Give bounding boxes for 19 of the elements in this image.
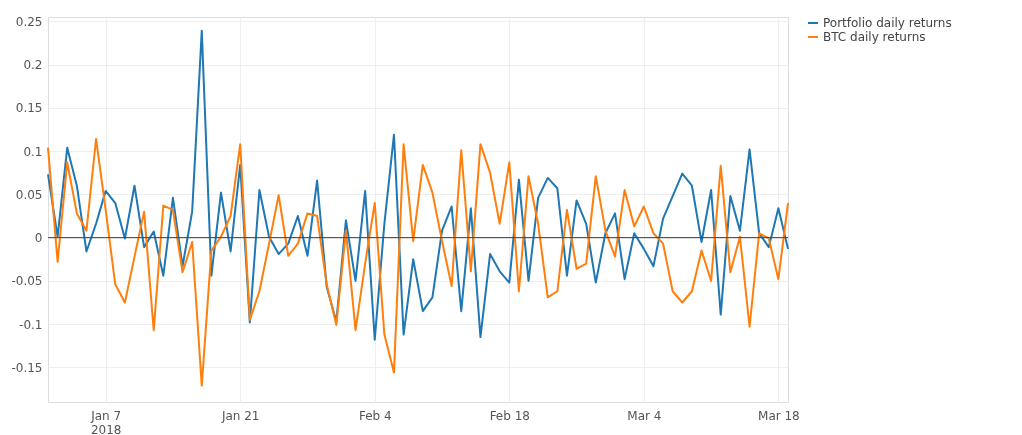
legend-label: BTC daily returns — [823, 30, 926, 44]
x-tick-label: Jan 21 — [220, 408, 260, 423]
line-series — [47, 29, 789, 341]
legend-label: Portfolio daily returns — [823, 16, 952, 30]
x-tick-label: Feb 18 — [489, 408, 530, 423]
y-tick-label: 0.2 — [23, 58, 43, 73]
y-tick-label: 0.25 — [15, 14, 43, 29]
y-tick-label: -0.05 — [11, 274, 43, 289]
y-tick-label: 0.1 — [23, 144, 43, 159]
x-tick-label: Mar 4 — [627, 408, 662, 423]
y-tick-label: 0 — [34, 231, 43, 246]
line-series — [47, 137, 789, 387]
y-tick-label: -0.15 — [11, 360, 43, 375]
y-tick-label: 0.05 — [15, 187, 43, 202]
x-tick-label: Jan 7 2018 — [90, 408, 122, 435]
x-tick-label: Feb 4 — [358, 408, 392, 423]
y-tick-label: 0.15 — [15, 101, 43, 116]
y-tick-label: -0.1 — [19, 317, 43, 332]
x-tick-label: Mar 18 — [758, 408, 800, 423]
